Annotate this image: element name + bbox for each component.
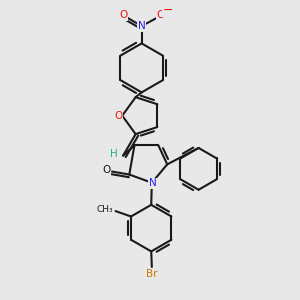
Text: −: − xyxy=(162,4,173,17)
Text: O: O xyxy=(103,165,111,175)
Text: N: N xyxy=(149,178,157,188)
Text: H: H xyxy=(110,149,118,159)
Text: Br: Br xyxy=(146,268,158,278)
Text: O: O xyxy=(114,111,122,121)
Text: O: O xyxy=(120,10,128,20)
Text: N: N xyxy=(138,21,146,31)
Text: O: O xyxy=(157,10,165,20)
Text: CH₃: CH₃ xyxy=(97,205,113,214)
